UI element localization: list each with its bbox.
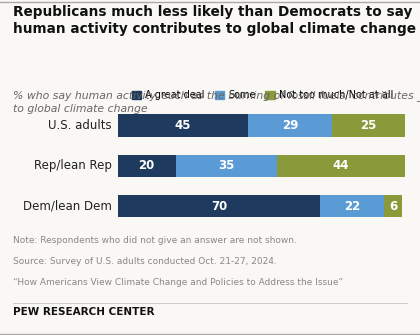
Text: 25: 25	[360, 119, 376, 132]
Legend: A great deal, Some, Not too much/Not at all: A great deal, Some, Not too much/Not at …	[128, 86, 397, 105]
Bar	[277, 155, 404, 177]
Text: 45: 45	[175, 119, 191, 132]
Text: 35: 35	[218, 159, 234, 172]
Bar	[118, 114, 248, 137]
Bar	[118, 195, 320, 217]
Text: Rep/lean Rep: Rep/lean Rep	[34, 159, 112, 172]
Text: Source: Survey of U.S. adults conducted Oct. 21-27, 2024.: Source: Survey of U.S. adults conducted …	[13, 257, 276, 266]
Text: Note: Respondents who did not give an answer are not shown.: Note: Respondents who did not give an an…	[13, 236, 297, 245]
Bar	[176, 155, 277, 177]
Text: % who say human activity, such as the burning of fossil fuels, contributes __
to: % who say human activity, such as the bu…	[13, 90, 420, 114]
Text: Dem/lean Dem: Dem/lean Dem	[23, 200, 112, 213]
Text: 70: 70	[211, 200, 227, 213]
Bar	[320, 195, 384, 217]
Text: 6: 6	[389, 200, 397, 213]
Text: PEW RESEARCH CENTER: PEW RESEARCH CENTER	[13, 307, 154, 317]
Text: 20: 20	[139, 159, 155, 172]
Bar	[118, 155, 176, 177]
Text: “How Americans View Climate Change and Policies to Address the Issue”: “How Americans View Climate Change and P…	[13, 278, 343, 287]
Text: Republicans much less likely than Democrats to say
human activity contributes to: Republicans much less likely than Democr…	[13, 5, 416, 36]
Bar	[248, 114, 332, 137]
Text: 29: 29	[282, 119, 298, 132]
Text: U.S. adults: U.S. adults	[48, 119, 112, 132]
Bar	[384, 195, 402, 217]
Bar	[332, 114, 404, 137]
Text: 22: 22	[344, 200, 360, 213]
Text: 44: 44	[333, 159, 349, 172]
